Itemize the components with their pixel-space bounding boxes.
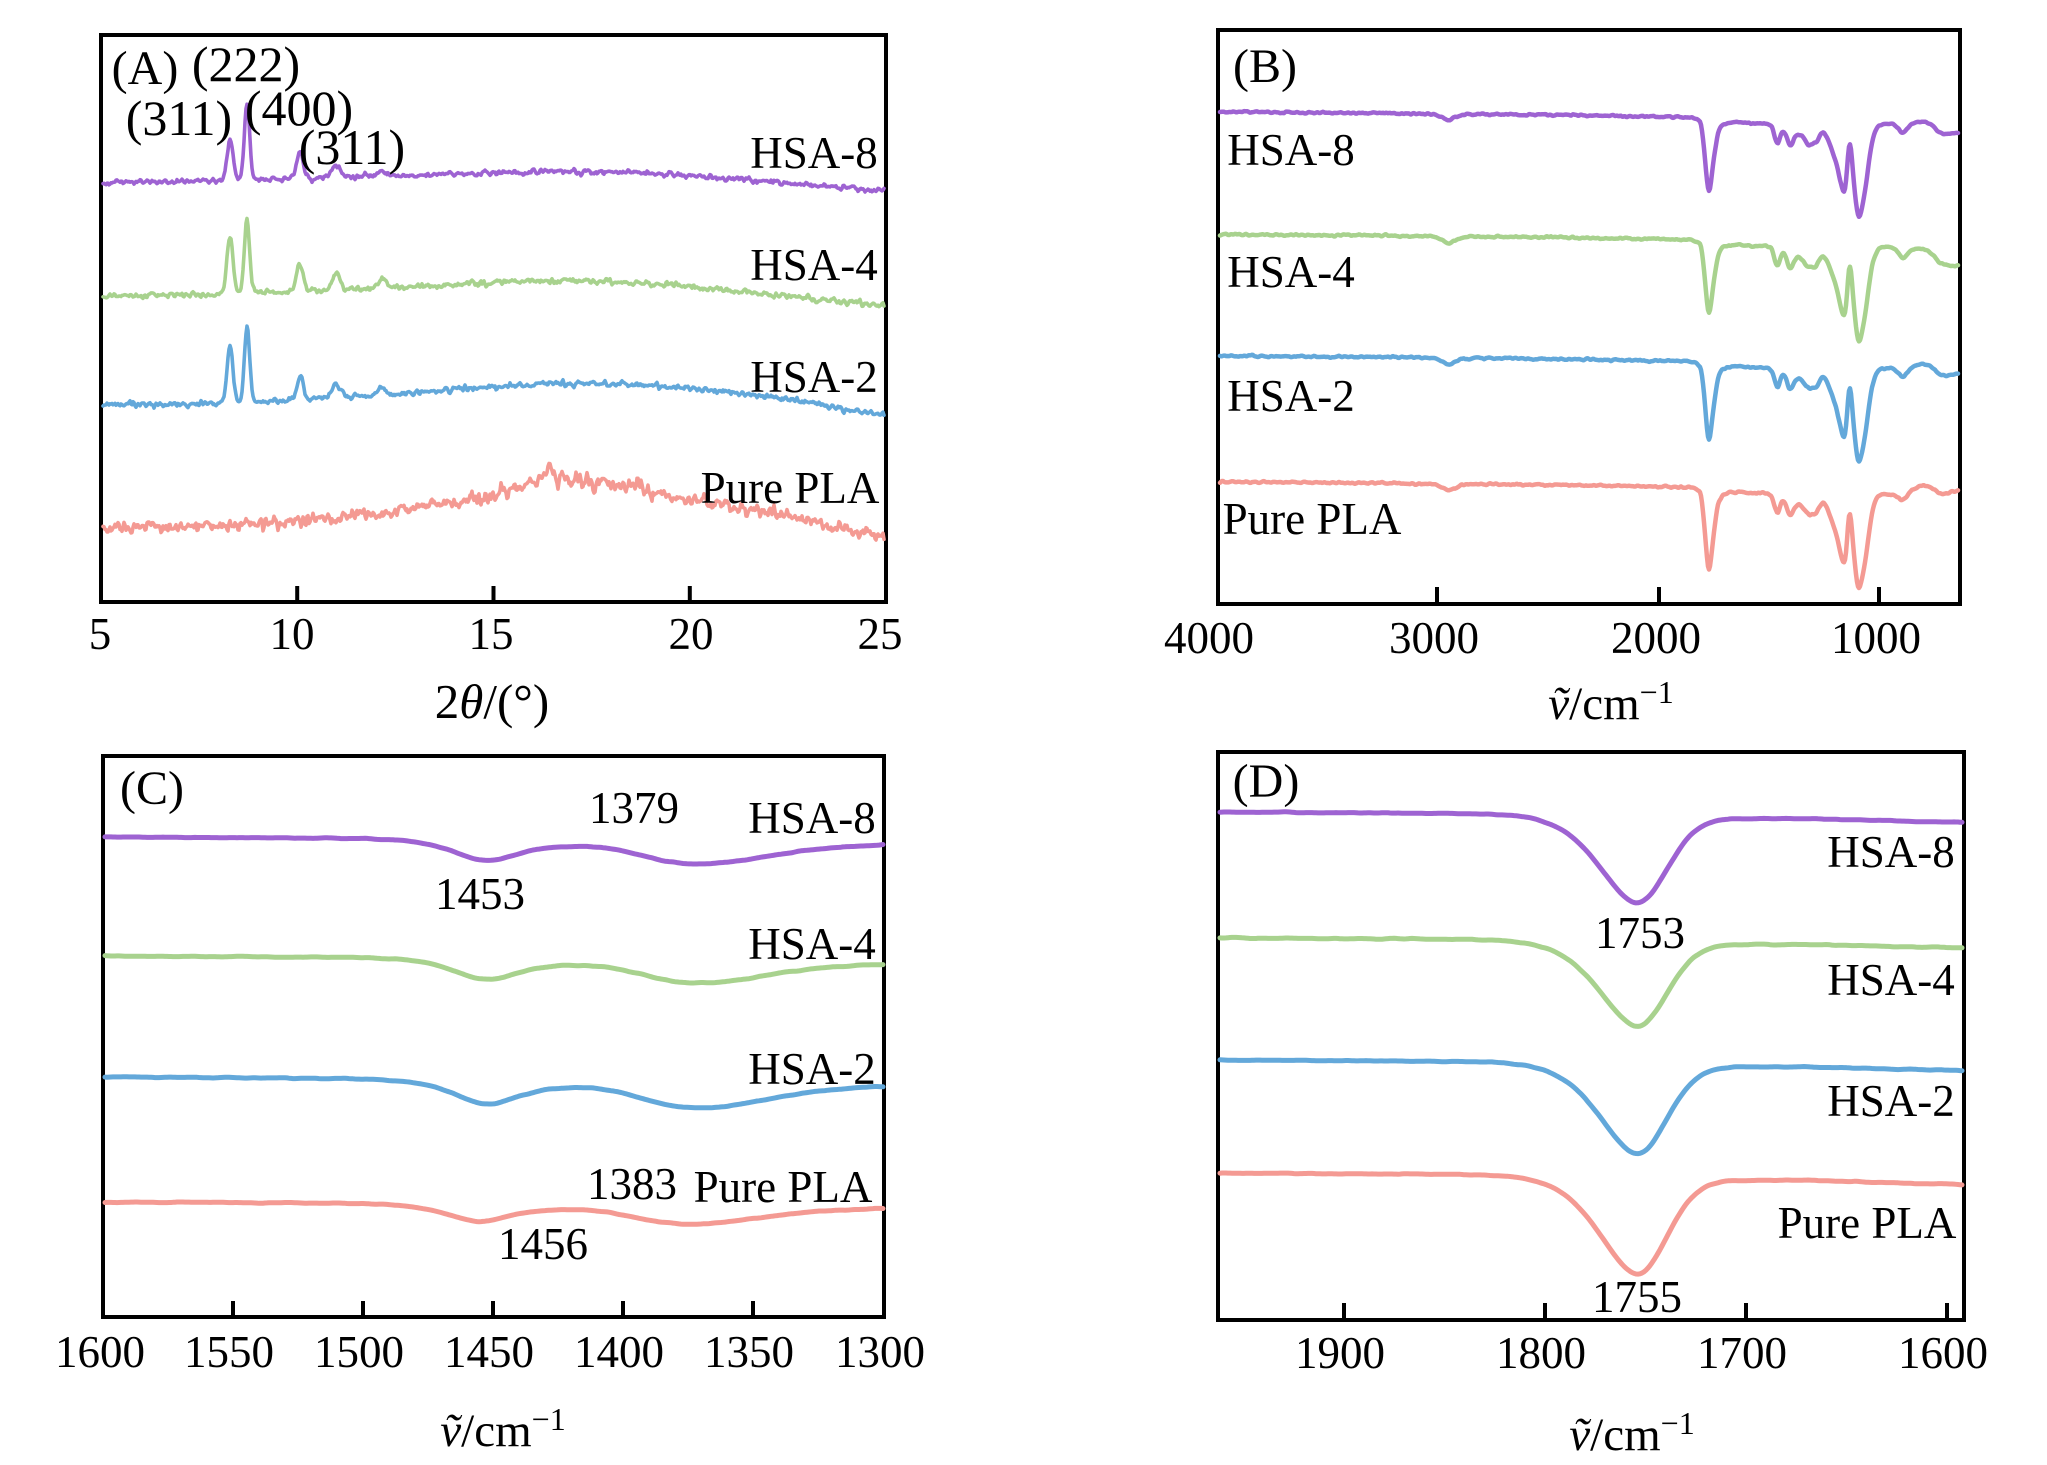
svg-text:Pure PLA: Pure PLA — [701, 463, 880, 513]
svg-text:1379: 1379 — [589, 783, 679, 833]
svg-text:1753: 1753 — [1595, 908, 1685, 958]
svg-text:1350: 1350 — [704, 1327, 794, 1377]
svg-text:HSA-2: HSA-2 — [1827, 1076, 1955, 1126]
svg-text:1900: 1900 — [1295, 1328, 1385, 1378]
svg-text:HSA-2: HSA-2 — [748, 1044, 876, 1094]
svg-text:1000: 1000 — [1831, 613, 1921, 663]
svg-text:20: 20 — [669, 609, 714, 659]
svg-text:Pure PLA: Pure PLA — [694, 1162, 873, 1212]
svg-text:(400): (400) — [245, 80, 353, 136]
svg-text:ṽ/cm−1: ṽ/cm−1 — [1548, 674, 1673, 730]
svg-text:Pure PLA: Pure PLA — [1223, 494, 1402, 544]
svg-text:1700: 1700 — [1697, 1328, 1787, 1378]
svg-text:15: 15 — [469, 609, 514, 659]
svg-text:HSA-4: HSA-4 — [1227, 247, 1355, 297]
svg-text:1550: 1550 — [184, 1327, 274, 1377]
svg-text:1755: 1755 — [1592, 1272, 1682, 1322]
svg-text:1500: 1500 — [314, 1327, 404, 1377]
svg-text:HSA-4: HSA-4 — [748, 919, 876, 969]
svg-text:HSA-4: HSA-4 — [1827, 955, 1955, 1005]
svg-text:1400: 1400 — [574, 1327, 664, 1377]
svg-text:(311): (311) — [299, 119, 405, 175]
svg-text:25: 25 — [858, 609, 903, 659]
svg-text:1456: 1456 — [498, 1219, 588, 1269]
svg-text:2000: 2000 — [1611, 613, 1701, 663]
svg-text:HSA-4: HSA-4 — [750, 240, 878, 290]
svg-text:1300: 1300 — [835, 1327, 925, 1377]
svg-text:HSA-8: HSA-8 — [1227, 125, 1355, 175]
svg-text:1450: 1450 — [444, 1327, 534, 1377]
svg-text:(C): (C) — [120, 762, 184, 815]
svg-text:10: 10 — [270, 609, 315, 659]
svg-text:1600: 1600 — [55, 1327, 145, 1377]
svg-text:1383: 1383 — [587, 1159, 677, 1209]
svg-text:2θ/(°): 2θ/(°) — [435, 674, 549, 729]
svg-text:1600: 1600 — [1898, 1328, 1988, 1378]
svg-text:(A): (A) — [112, 42, 179, 95]
svg-text:(D): (D) — [1233, 755, 1300, 808]
svg-text:4000: 4000 — [1164, 613, 1254, 663]
svg-text:(B): (B) — [1233, 40, 1297, 93]
svg-text:HSA-2: HSA-2 — [1227, 371, 1355, 421]
svg-text:HSA-8: HSA-8 — [750, 128, 878, 178]
svg-text:HSA-8: HSA-8 — [748, 793, 876, 843]
svg-text:1453: 1453 — [435, 869, 525, 919]
svg-text:Pure PLA: Pure PLA — [1778, 1198, 1957, 1248]
svg-text:(311): (311) — [126, 90, 232, 146]
svg-text:1800: 1800 — [1496, 1328, 1586, 1378]
svg-text:HSA-8: HSA-8 — [1827, 827, 1955, 877]
svg-text:3000: 3000 — [1389, 613, 1479, 663]
svg-text:5: 5 — [89, 609, 112, 659]
svg-text:(222): (222) — [192, 36, 300, 92]
svg-text:HSA-2: HSA-2 — [750, 352, 878, 402]
